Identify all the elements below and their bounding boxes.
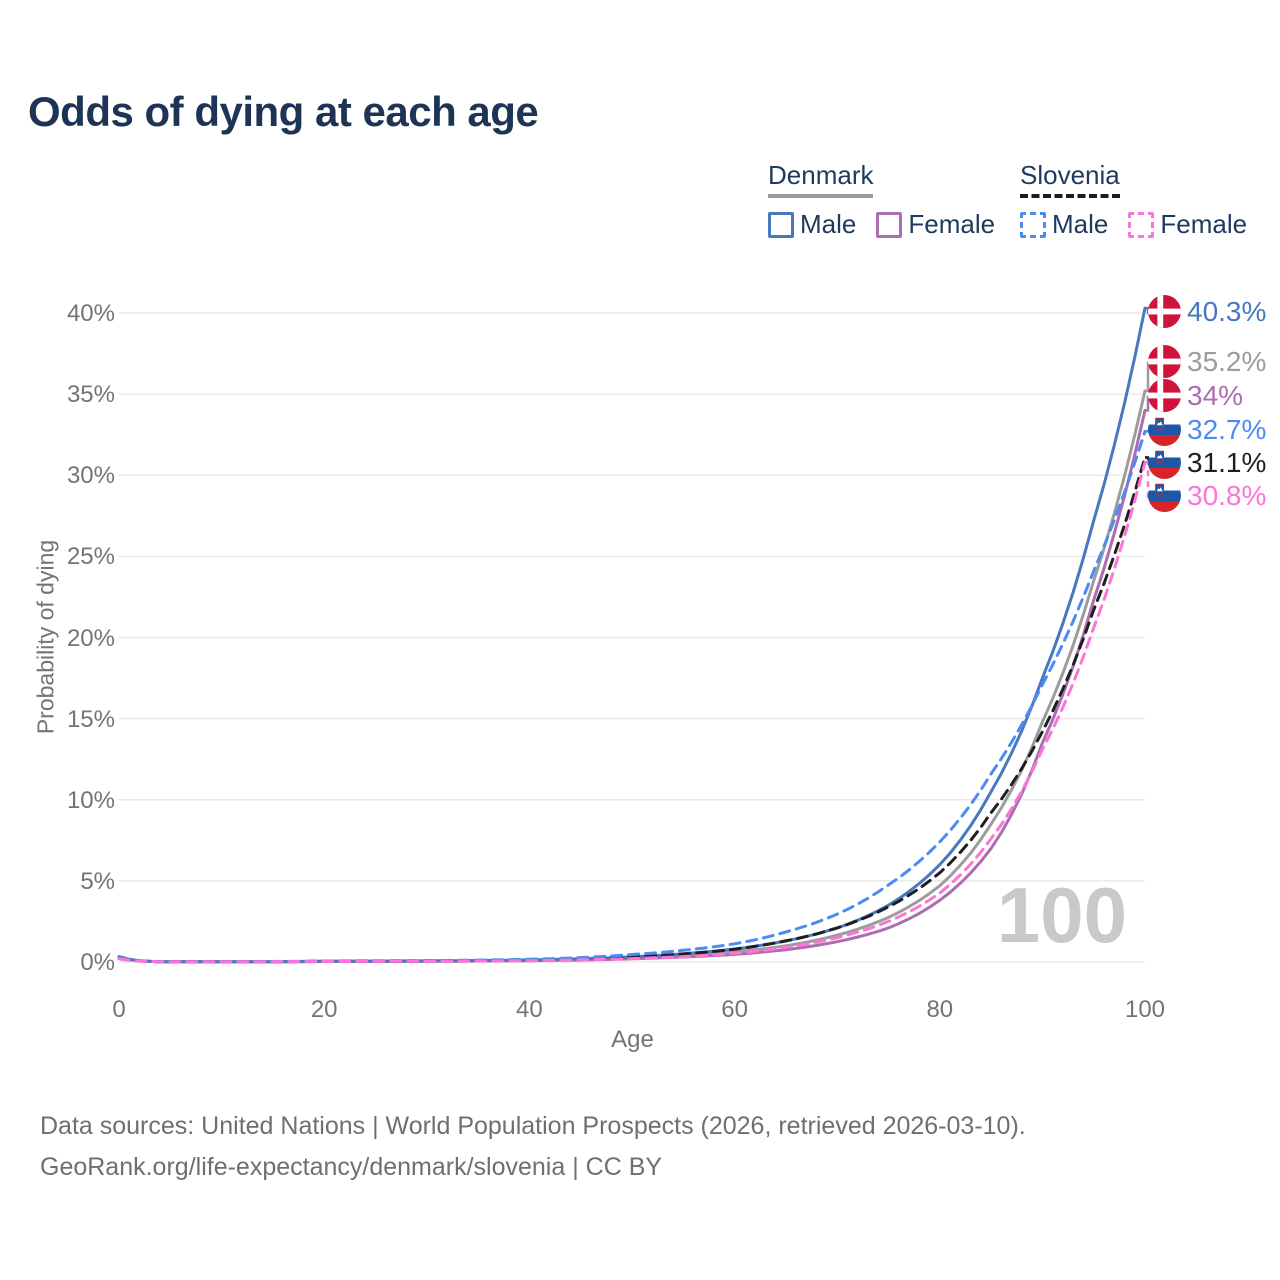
- denmark-flag-icon: [1148, 345, 1181, 378]
- x-tick-label: 20: [310, 996, 338, 1023]
- slovenia-flag-icon: [1148, 413, 1181, 446]
- x-axis-title: Age: [611, 1026, 654, 1053]
- legend-item-denmark-male[interactable]: Male: [768, 209, 856, 240]
- slovenia-flag-icon: [1148, 479, 1181, 512]
- x-tick-label: 40: [516, 996, 543, 1023]
- end-label-value: 35.2%: [1187, 345, 1267, 377]
- denmark-flag-icon: [1148, 379, 1181, 412]
- series-line-denmark-male[interactable]: [117, 306, 1147, 964]
- slovenia-female-swatch-icon: [1128, 211, 1155, 238]
- y-tick-label: 35%: [66, 381, 115, 409]
- end-label-slovenia-total[interactable]: 31.1%: [1148, 446, 1266, 479]
- end-label-denmark-male[interactable]: 40.3%: [1148, 295, 1266, 328]
- end-label-value: 30.8%: [1187, 479, 1267, 511]
- end-label-value: 32.7%: [1187, 413, 1267, 445]
- legend-group-denmark: Denmark Male Female: [768, 160, 995, 240]
- x-tick-label: 100: [1124, 996, 1166, 1023]
- x-tick-label: 0: [112, 996, 126, 1023]
- hovered-age-watermark: 100: [996, 871, 1127, 959]
- slovenia-flag-icon: [1148, 446, 1181, 479]
- y-tick-label: 0%: [80, 949, 115, 976]
- y-axis-title: Probability of dying: [32, 539, 59, 735]
- legend-item-label: Female: [1160, 209, 1248, 239]
- x-tick-label: 80: [926, 996, 954, 1023]
- end-label-slovenia-female[interactable]: 30.8%: [1148, 479, 1266, 512]
- end-label-value: 31.1%: [1187, 446, 1267, 478]
- footer-attribution-link[interactable]: GeoRank.org/life-expectancy/denmark/slov…: [40, 1153, 663, 1181]
- series-line-slovenia-female[interactable]: [117, 460, 1147, 964]
- legend-title-denmark[interactable]: Denmark: [768, 160, 874, 198]
- y-tick-label: 20%: [66, 624, 115, 652]
- legend-title-slovenia[interactable]: Slovenia: [1020, 160, 1120, 198]
- end-label-slovenia-male[interactable]: 32.7%: [1148, 413, 1266, 446]
- y-tick-label: 5%: [80, 867, 115, 895]
- denmark-female-swatch-icon: [876, 211, 903, 238]
- legend-group-slovenia: Slovenia Male Female: [1020, 160, 1247, 240]
- legend-item-label: Male: [1052, 209, 1109, 239]
- end-label-connector: [1145, 461, 1151, 499]
- y-tick-label: 25%: [66, 543, 115, 571]
- y-tick-label: 40%: [66, 300, 115, 327]
- legend-item-label: Female: [908, 209, 996, 239]
- end-label-value: 34%: [1187, 379, 1244, 411]
- x-tick-label: 60: [721, 996, 748, 1023]
- legend-item-slovenia-male[interactable]: Male: [1020, 209, 1108, 240]
- denmark-flag-icon: [1148, 295, 1181, 328]
- legend-item-label: Male: [800, 209, 857, 239]
- y-tick-label: 10%: [66, 786, 115, 814]
- page-title: Odds of dying at each age: [28, 88, 539, 135]
- end-label-denmark-female[interactable]: 34%: [1148, 379, 1243, 412]
- footer-data-sources: Data sources: United Nations | World Pop…: [40, 1112, 1026, 1140]
- legend-item-slovenia-female[interactable]: Female: [1128, 209, 1247, 240]
- y-tick-label: 30%: [66, 462, 115, 490]
- end-label-denmark-total[interactable]: 35.2%: [1148, 345, 1266, 378]
- legend-item-denmark-female[interactable]: Female: [876, 209, 995, 240]
- footer: Data sources: United Nations | World Pop…: [40, 1106, 1026, 1188]
- y-tick-label: 15%: [66, 705, 115, 733]
- end-label-value: 40.3%: [1187, 295, 1267, 327]
- denmark-male-swatch-icon: [768, 211, 794, 238]
- slovenia-male-swatch-icon: [1020, 211, 1046, 238]
